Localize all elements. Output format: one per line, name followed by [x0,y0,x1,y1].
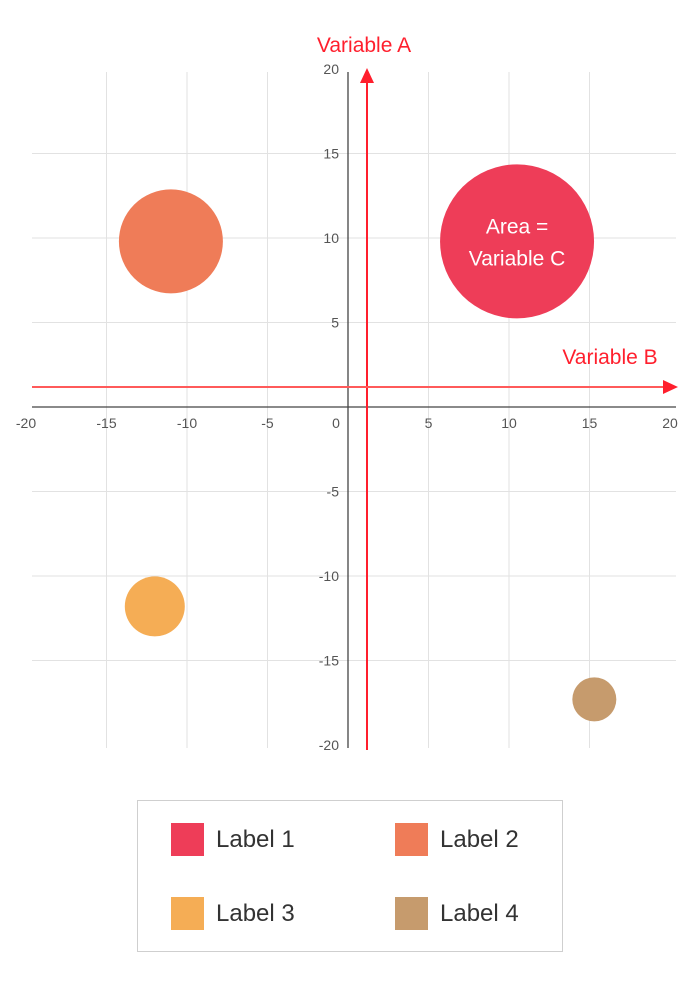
x-tick-label: 10 [501,415,517,431]
y-tick-label: -15 [319,653,339,669]
bubble-1 [440,164,595,319]
legend: Label 1 Label 2 Label 3 Label 4 [137,800,563,952]
bubble-note-line: Variable C [469,247,566,270]
legend-label-2: Label 2 [440,825,519,853]
y-tick-label: 10 [323,230,339,246]
bubble-chart: -20 -15 -10 -5 0 5 10 15 20 20 15 10 5 -5 -10 -15 -20 Var… [16,34,678,753]
bubble-2 [118,189,223,294]
variable-a-arrowhead [360,68,374,83]
legend-swatch-4 [395,897,428,930]
y-tick-label: 15 [323,146,339,162]
x-tick-label: 5 [425,415,433,431]
legend-label-3: Label 3 [216,899,295,927]
y-tick-label: -10 [319,568,339,584]
bubble-note-line: Area = [486,215,548,238]
x-tick-label: -15 [96,415,116,431]
y-tick-label: 5 [331,315,339,331]
bubble-4 [572,677,617,722]
x-tick-label: -20 [16,415,36,431]
legend-swatch-3 [171,897,204,930]
legend-swatch-1 [171,823,204,856]
legend-item-2: Label 2 [395,823,519,856]
bubble-3 [124,576,185,637]
x-tick-label: -5 [261,415,274,431]
y-tick-label: -20 [319,737,339,753]
legend-item-3: Label 3 [171,897,295,930]
variable-b-arrowhead [663,380,678,394]
x-tick-label: 20 [662,415,678,431]
legend-item-1: Label 1 [171,823,295,856]
y-tick-label: 20 [323,61,339,77]
variable-a-label: Variable A [317,34,411,57]
y-tick-label: -5 [327,484,340,500]
legend-label-4: Label 4 [440,899,519,927]
legend-swatch-2 [395,823,428,856]
legend-item-4: Label 4 [395,897,519,930]
x-tick-label: -10 [177,415,197,431]
x-tick-label: 0 [332,415,340,431]
variable-b-label: Variable B [562,346,657,369]
legend-label-1: Label 1 [216,825,295,853]
x-tick-label: 15 [582,415,598,431]
